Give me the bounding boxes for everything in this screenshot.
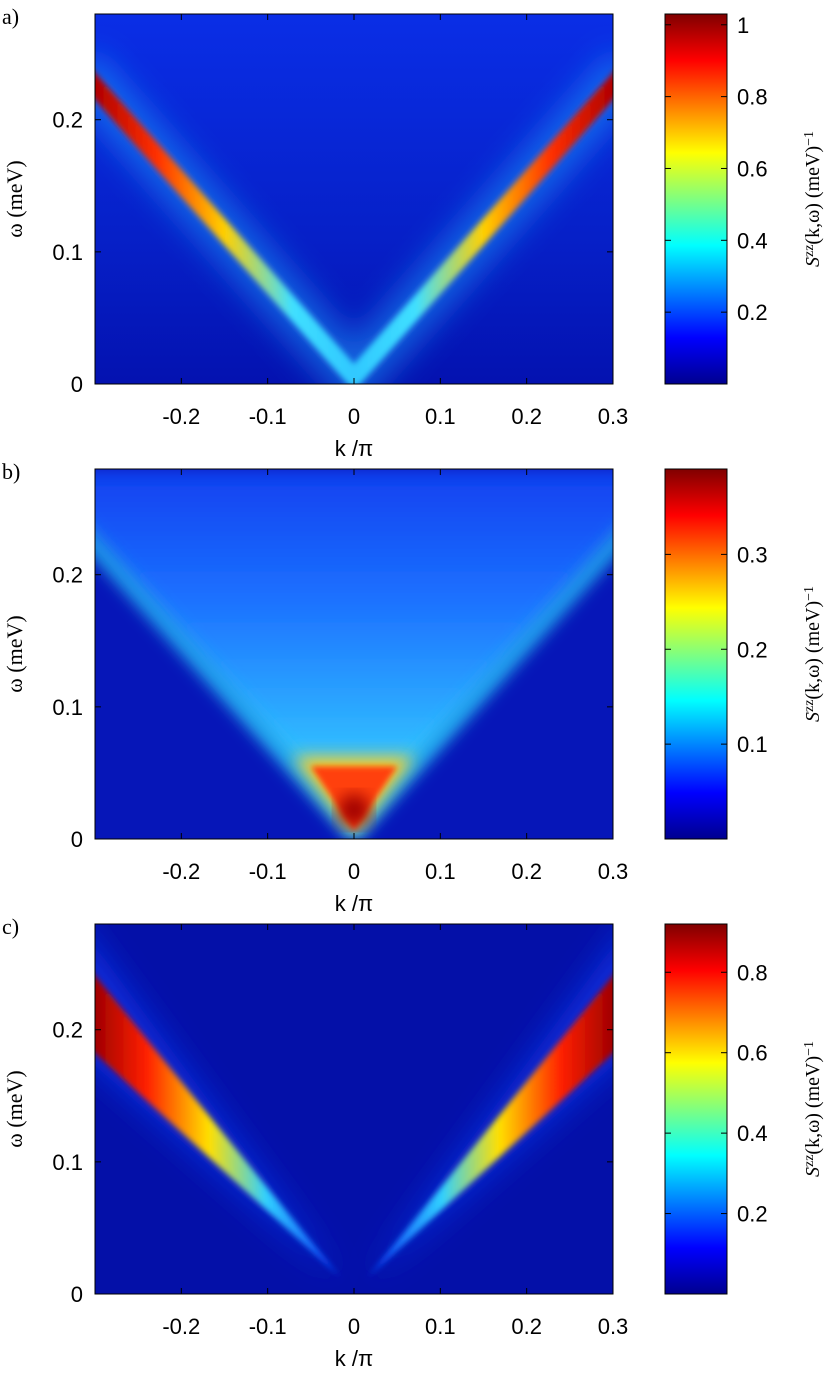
colorbar-tick-label: 0.6 bbox=[737, 1041, 768, 1066]
y-axis-label: ω (meV) bbox=[2, 1070, 27, 1147]
heatmap bbox=[95, 924, 613, 1294]
colorbar-tick-label: 0.2 bbox=[737, 1202, 768, 1227]
x-tick-label: 0 bbox=[348, 859, 360, 884]
colorbar-label-part: S bbox=[802, 257, 824, 267]
y-tick-label: 0.1 bbox=[52, 240, 83, 265]
x-tick-label: -0.1 bbox=[249, 1314, 287, 1339]
colorbar-label-part: −1 bbox=[802, 586, 817, 601]
colorbar-label-part: zz bbox=[802, 1155, 817, 1167]
x-tick-label: -0.1 bbox=[249, 404, 287, 429]
colorbar-tick-label: 0.1 bbox=[737, 732, 768, 757]
colorbar-label: Szz(k,ω) (meV)−1 bbox=[802, 586, 824, 722]
plot-frame bbox=[94, 13, 614, 385]
heatmap-region bbox=[95, 469, 613, 833]
panel: a) -0.2 -0.1 0 0.1 0.2 0.3 0 0.1 0.2 k /π ω (meV) 0.… bbox=[2, 4, 824, 461]
colorbar-tick-label: 1 bbox=[737, 13, 749, 38]
heatmap-peak-core bbox=[338, 793, 370, 826]
x-axis-label: k /π bbox=[335, 1346, 373, 1370]
colorbar-label-part: (k,ω) (meV) bbox=[802, 1056, 824, 1155]
x-tick-label: -0.2 bbox=[162, 1314, 200, 1339]
colorbar-label-part: (k,ω) (meV) bbox=[802, 146, 824, 245]
colorbar-tick-label: 0.8 bbox=[737, 960, 768, 985]
y-tick-label: 0.2 bbox=[52, 563, 83, 588]
colorbar-label-part: zz bbox=[802, 245, 817, 257]
x-tick-label: 0.2 bbox=[511, 1314, 542, 1339]
colorbar-tick-label: 0.2 bbox=[737, 637, 768, 662]
heatmap-wedge-halo bbox=[366, 946, 613, 1281]
y-tick-label: 0 bbox=[71, 1282, 83, 1307]
x-tick-label: 0.2 bbox=[511, 404, 542, 429]
x-tick-label: 0.3 bbox=[598, 859, 629, 884]
y-tick-label: 0 bbox=[71, 827, 83, 852]
y-tick-label: 0.1 bbox=[52, 695, 83, 720]
colorbar-label-part: S bbox=[802, 712, 824, 722]
colorbar bbox=[664, 468, 728, 840]
panel: c) -0.2 -0.1 0 0.1 0.2 0.3 0 0.1 0.2 k /π ω (meV) 0.… bbox=[2, 914, 824, 1371]
colorbar bbox=[664, 923, 728, 1295]
y-tick-label: 0.1 bbox=[52, 1150, 83, 1175]
x-tick-label: 0.3 bbox=[598, 1314, 629, 1339]
y-tick-label: 0.2 bbox=[52, 1018, 83, 1043]
colorbar-label: Szz(k,ω) (meV)−1 bbox=[802, 1041, 824, 1177]
x-tick-label: 0.1 bbox=[425, 1314, 456, 1339]
colorbar-tick-label: 0.4 bbox=[737, 228, 768, 253]
y-axis-label: ω (meV) bbox=[2, 615, 27, 692]
x-tick-label: -0.2 bbox=[162, 859, 200, 884]
heatmap bbox=[95, 14, 613, 384]
colorbar-label-part: zz bbox=[802, 700, 817, 712]
colorbar bbox=[664, 13, 728, 385]
colorbar-label-part: −1 bbox=[802, 131, 817, 146]
x-tick-label: 0 bbox=[348, 1314, 360, 1339]
x-tick-label: 0.1 bbox=[425, 404, 456, 429]
colorbar-tick-label: 0.8 bbox=[737, 85, 768, 110]
x-tick-label: 0.1 bbox=[425, 859, 456, 884]
colorbar-tick-label: 0.2 bbox=[737, 300, 768, 325]
plot-frame bbox=[94, 468, 614, 840]
x-tick-label: -0.2 bbox=[162, 404, 200, 429]
y-axis-label: ω (meV) bbox=[2, 160, 27, 237]
plot-frame bbox=[94, 923, 614, 1295]
panel-label: c) bbox=[2, 914, 19, 939]
heatmap bbox=[95, 469, 613, 839]
colorbar-tick-label: 0.4 bbox=[737, 1121, 768, 1146]
colorbar-label-part: −1 bbox=[802, 1041, 817, 1056]
x-tick-label: 0.2 bbox=[511, 859, 542, 884]
panel-label: a) bbox=[2, 4, 19, 29]
y-tick-label: 0.2 bbox=[52, 108, 83, 133]
colorbar-tick-label: 0.6 bbox=[737, 156, 768, 181]
x-tick-label: -0.1 bbox=[249, 859, 287, 884]
panel-label: b) bbox=[2, 459, 20, 484]
heatmap-wedge-halo bbox=[95, 946, 342, 1281]
panel: b) -0.2 -0.1 0 0.1 0.2 0.3 0 0.1 0.2 k /π ω (meV) 0.… bbox=[2, 459, 824, 916]
colorbar-label-part: (k,ω) (meV) bbox=[802, 601, 824, 700]
x-tick-label: 0 bbox=[348, 404, 360, 429]
y-tick-label: 0 bbox=[71, 372, 83, 397]
colorbar-tick-label: 0.3 bbox=[737, 542, 768, 567]
x-axis-label: k /π bbox=[335, 436, 373, 461]
colorbar-label-part: S bbox=[802, 1167, 824, 1177]
heatmap-band bbox=[95, 72, 613, 384]
x-axis-label: k /π bbox=[335, 891, 373, 916]
x-tick-label: 0.3 bbox=[598, 404, 629, 429]
colorbar-label: Szz(k,ω) (meV)−1 bbox=[802, 131, 824, 267]
